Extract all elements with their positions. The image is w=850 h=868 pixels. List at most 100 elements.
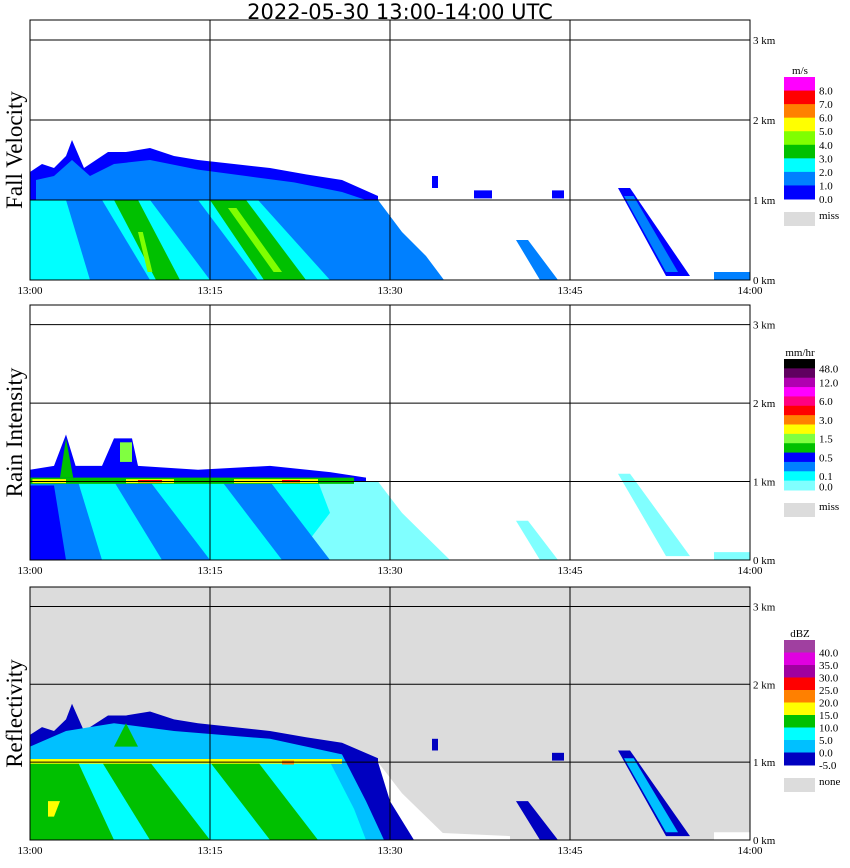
- echo-region: [552, 752, 564, 761]
- panel-rain-intensity: 0 km 1 km 2 km 3 km 13:00 13:15 13:30 13:45 14:0…: [2, 304, 839, 577]
- y-tick-label: 3 km: [753, 601, 776, 613]
- y-tick-label: 2 km: [753, 398, 776, 410]
- colorbar-missing-label: miss: [819, 501, 839, 513]
- echo-region: [426, 832, 510, 840]
- echo-region: [114, 723, 138, 747]
- plot-frame: [29, 586, 751, 841]
- colorbar-swatch: [784, 171, 815, 186]
- colorbar-label: 12.0: [819, 377, 839, 389]
- colorbar-swatch: [784, 396, 815, 407]
- echo-region: [30, 200, 90, 280]
- echo-region: [714, 552, 750, 560]
- x-tick-label: 13:15: [197, 565, 223, 577]
- colorbar-label: 35.0: [819, 660, 839, 672]
- colorbar-label: 2.0: [819, 167, 833, 179]
- echo-region: [138, 232, 153, 272]
- colorbar-label: 30.0: [819, 673, 839, 685]
- y-tick-label: 0 km: [753, 275, 776, 287]
- x-tick-label: 13:15: [197, 285, 223, 297]
- plot-frame: [29, 19, 751, 281]
- panel-fall-velocity: 0 km 1 km 2 km 3 km 13:00 13:15 13:30 13:45 14:0…: [2, 19, 839, 297]
- colorbar-label: 25.0: [819, 685, 839, 697]
- x-tick-label: 13:45: [557, 285, 583, 297]
- plot-frame: [29, 304, 751, 561]
- x-tick-label: 13:45: [557, 845, 583, 857]
- y-tick-label: 1 km: [753, 757, 776, 769]
- echo-region: [30, 485, 66, 560]
- echo-region: [516, 801, 558, 840]
- colorbar-swatch: [784, 665, 815, 678]
- colorbar-label: 0.5: [819, 452, 833, 464]
- echo-region: [618, 473, 690, 557]
- colorbar-swatch: [784, 480, 815, 491]
- colorbar-swatch: [784, 387, 815, 397]
- colorbar-label: 0.0: [819, 194, 833, 206]
- colorbar-swatch: [784, 405, 815, 416]
- colorbar-label: 5.0: [819, 735, 833, 747]
- colorbar-swatch: [784, 740, 815, 753]
- colorbar-label: 0.0: [819, 748, 833, 760]
- colorbar-swatch: [784, 377, 815, 388]
- colorbar-missing-swatch: [784, 503, 815, 517]
- x-tick-label: 13:30: [377, 845, 403, 857]
- colorbar-swatch: [784, 443, 815, 454]
- colorbar-swatch: [784, 77, 815, 92]
- colorbar-swatch: [784, 433, 815, 444]
- colorbar-swatch: [784, 461, 815, 472]
- y-axis-label: Rain Intensity: [2, 367, 27, 497]
- y-tick-label: 3 km: [753, 320, 776, 332]
- colorbar-label: 5.0: [819, 126, 833, 138]
- colorbar-swatch: [784, 415, 815, 425]
- colorbar-label: 4.0: [819, 140, 833, 152]
- colorbar-swatch: [784, 158, 815, 173]
- echo-region: [30, 759, 342, 764]
- colorbar-label: 48.0: [819, 363, 839, 375]
- x-tick-label: 13:00: [17, 845, 43, 857]
- colorbar-label: 40.0: [819, 648, 839, 660]
- colorbar-missing-label: miss: [819, 210, 839, 222]
- y-tick-label: 1 km: [753, 195, 776, 207]
- colorbar-label: 6.0: [819, 396, 833, 408]
- colorbar-swatch: [784, 652, 815, 666]
- colorbar-label: 8.0: [819, 86, 833, 98]
- x-tick-label: 13:30: [377, 565, 403, 577]
- colorbar-label: 1.5: [819, 434, 833, 446]
- colorbar-label: 10.0: [819, 723, 839, 735]
- echo-region: [30, 762, 114, 840]
- echo-region: [714, 272, 750, 280]
- echo-region: [210, 762, 318, 840]
- x-tick-label: 13:00: [17, 285, 43, 297]
- y-axis-label: Reflectivity: [2, 659, 27, 768]
- echo-region: [552, 190, 564, 199]
- echo-region: [624, 196, 678, 272]
- colorbar-swatch: [784, 727, 815, 741]
- panel-reflectivity: 0 km 1 km 2 km 3 km 13:00 13:15 13:30 13:45 14:0…: [2, 586, 841, 857]
- x-tick-label: 14:00: [737, 565, 763, 577]
- echo-region: [624, 758, 678, 833]
- colorbar-label: 1.0: [819, 180, 833, 192]
- echo-region: [48, 801, 60, 817]
- echo-region: [114, 481, 210, 560]
- colorbar-label: 0.0: [819, 481, 833, 493]
- colorbar-unit: m/s: [792, 65, 808, 77]
- echo-region: [714, 832, 750, 840]
- colorbar-swatch: [784, 471, 815, 482]
- echo-region: [60, 438, 74, 478]
- colorbar-swatch: [784, 185, 815, 200]
- echo-region: [222, 481, 330, 560]
- colorbar-missing-label: none: [819, 776, 841, 788]
- colorbar-label: -5.0: [819, 760, 837, 772]
- colorbar-swatch: [784, 131, 815, 146]
- colorbar-label: 6.0: [819, 113, 833, 125]
- colorbar-swatch: [784, 368, 815, 379]
- echo-region: [120, 442, 132, 462]
- y-tick-label: 0 km: [753, 555, 776, 567]
- x-tick-label: 13:15: [197, 845, 223, 857]
- y-tick-label: 0 km: [753, 835, 776, 847]
- colorbar-swatch: [784, 117, 815, 132]
- colorbar-unit: mm/hr: [785, 347, 815, 359]
- colorbar-missing-swatch: [784, 778, 815, 792]
- x-tick-label: 13:30: [377, 285, 403, 297]
- echo-region: [228, 208, 282, 272]
